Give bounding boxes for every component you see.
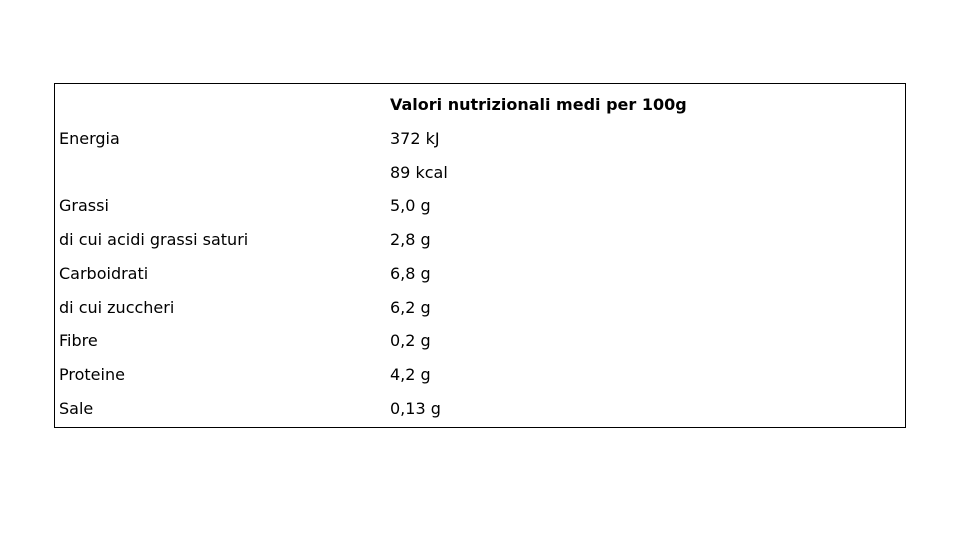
table-row: di cui acidi grassi saturi 2,8 g [55,223,905,257]
label-cell: Fibre [59,331,98,351]
value-cell: 89 kcal [390,162,448,182]
label-cell: di cui zuccheri [59,297,175,317]
value-cell: 0,13 g [390,398,441,418]
table-row: Grassi 5,0 g [55,189,905,223]
table-row: Fibre 0,2 g [55,324,905,358]
value-cell: 5,0 g [390,196,431,216]
table-row: di cui zuccheri 6,2 g [55,291,905,325]
table-row: Carboidrati 6,8 g [55,257,905,291]
value-cell: 2,8 g [390,230,431,250]
table-row: Sale 0,13 g [55,392,905,426]
header-row: Valori nutrizionali medi per 100g [55,88,905,122]
table-row: Proteine 4,2 g [55,358,905,392]
value-cell: 6,2 g [390,297,431,317]
label-cell: Carboidrati [59,263,149,283]
value-cell: 0,2 g [390,331,431,351]
label-cell: Sale [59,398,94,418]
label-cell: Energia [59,129,120,148]
nutrition-table: Valori nutrizionali medi per 100g Energi… [54,83,906,428]
label-cell: Grassi [59,196,109,216]
value-cell: 4,2 g [390,364,431,384]
table-row: 89 kcal [55,156,905,190]
value-cell: 372 kJ [390,129,440,148]
table-row: Energia 372 kJ [55,122,905,156]
header-cell: Valori nutrizionali medi per 100g [390,95,687,114]
label-cell: di cui acidi grassi saturi [59,230,249,250]
value-cell: 6,8 g [390,263,431,283]
label-cell: Proteine [59,364,125,384]
